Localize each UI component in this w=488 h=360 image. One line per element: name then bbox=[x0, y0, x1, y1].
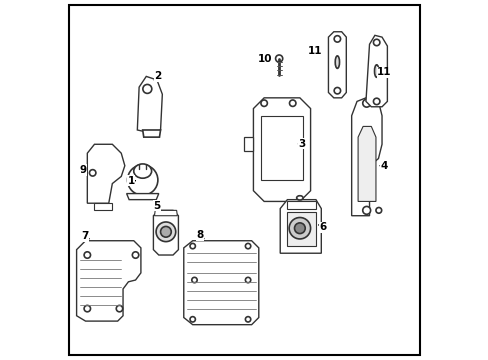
Ellipse shape bbox=[84, 252, 90, 258]
Text: 11: 11 bbox=[307, 46, 322, 57]
Polygon shape bbox=[153, 210, 178, 255]
Ellipse shape bbox=[333, 87, 340, 94]
Ellipse shape bbox=[156, 222, 175, 242]
Ellipse shape bbox=[275, 55, 282, 62]
Text: 3: 3 bbox=[297, 139, 305, 149]
Ellipse shape bbox=[134, 164, 151, 178]
Polygon shape bbox=[87, 144, 124, 203]
Polygon shape bbox=[126, 194, 159, 200]
Ellipse shape bbox=[288, 217, 310, 239]
Ellipse shape bbox=[373, 39, 379, 46]
Polygon shape bbox=[365, 35, 386, 107]
Polygon shape bbox=[351, 98, 381, 216]
Polygon shape bbox=[244, 137, 253, 152]
Text: 5: 5 bbox=[153, 201, 160, 211]
Polygon shape bbox=[286, 212, 315, 246]
Ellipse shape bbox=[132, 252, 139, 258]
Ellipse shape bbox=[373, 98, 379, 105]
Text: 2: 2 bbox=[154, 71, 162, 81]
Text: 8: 8 bbox=[196, 230, 203, 240]
Polygon shape bbox=[253, 98, 310, 202]
Polygon shape bbox=[286, 202, 315, 208]
Ellipse shape bbox=[296, 196, 303, 200]
Ellipse shape bbox=[142, 85, 151, 93]
Ellipse shape bbox=[191, 277, 197, 283]
Polygon shape bbox=[137, 76, 162, 134]
Polygon shape bbox=[260, 116, 303, 180]
Text: 9: 9 bbox=[80, 165, 86, 175]
Text: 1: 1 bbox=[127, 176, 135, 186]
Ellipse shape bbox=[374, 65, 378, 77]
Ellipse shape bbox=[375, 207, 381, 213]
Polygon shape bbox=[94, 203, 112, 210]
Polygon shape bbox=[142, 130, 160, 137]
Polygon shape bbox=[357, 126, 375, 202]
Ellipse shape bbox=[84, 305, 90, 312]
Polygon shape bbox=[328, 32, 346, 98]
Polygon shape bbox=[183, 241, 258, 325]
Text: 7: 7 bbox=[81, 231, 88, 242]
Text: 4: 4 bbox=[380, 161, 387, 171]
Text: 11: 11 bbox=[377, 67, 391, 77]
Ellipse shape bbox=[333, 36, 340, 42]
Ellipse shape bbox=[362, 206, 370, 214]
Polygon shape bbox=[77, 241, 141, 321]
Ellipse shape bbox=[289, 100, 295, 107]
Text: 6: 6 bbox=[319, 222, 326, 232]
Text: 10: 10 bbox=[258, 54, 272, 64]
Polygon shape bbox=[280, 200, 321, 253]
Ellipse shape bbox=[362, 99, 370, 107]
Ellipse shape bbox=[261, 100, 267, 107]
Ellipse shape bbox=[245, 243, 250, 249]
Polygon shape bbox=[154, 210, 177, 216]
Ellipse shape bbox=[335, 56, 339, 68]
Ellipse shape bbox=[160, 226, 171, 237]
Ellipse shape bbox=[116, 305, 122, 312]
Ellipse shape bbox=[245, 277, 250, 283]
Ellipse shape bbox=[190, 243, 195, 249]
Ellipse shape bbox=[294, 223, 305, 234]
Ellipse shape bbox=[245, 317, 250, 322]
Ellipse shape bbox=[89, 170, 96, 176]
Ellipse shape bbox=[127, 165, 158, 195]
Ellipse shape bbox=[190, 317, 195, 322]
